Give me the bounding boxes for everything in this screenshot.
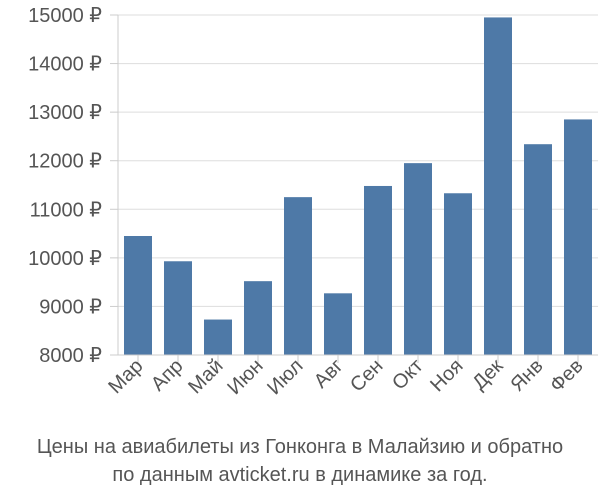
x-tick-label: Дек [468, 355, 507, 394]
bar [484, 17, 512, 356]
chart-caption-line-1: Цены на авиабилеты из Гонконга в Малайзи… [36, 436, 564, 458]
y-tick-label: 15000 ₽ [28, 5, 102, 27]
bar [204, 319, 232, 355]
bar [564, 119, 592, 355]
x-tick-label: Янв [506, 355, 547, 396]
bar [364, 185, 392, 355]
x-tick-label: Ноя [426, 355, 467, 396]
x-tick-label: Фев [546, 355, 588, 397]
bar [324, 293, 352, 355]
x-tick-label: Июл [263, 355, 307, 399]
y-tick-label: 12000 ₽ [28, 151, 102, 173]
x-tick-label: Окт [388, 355, 427, 394]
y-tick-label: 10000 ₽ [28, 248, 102, 270]
bar [124, 236, 152, 355]
bar [404, 163, 432, 355]
x-tick-label: Мар [104, 355, 147, 398]
axes [117, 15, 598, 356]
y-tick-label: 8000 ₽ [39, 345, 102, 367]
y-tick-label: 14000 ₽ [28, 54, 102, 76]
bar [524, 144, 552, 355]
bar-chart: 8000 ₽ 9000 ₽ 10000 ₽ 11000 ₽ 12000 ₽ 13000 ₽… [28, 5, 598, 399]
y-tick-labels: 8000 ₽ 9000 ₽ 10000 ₽ 11000 ₽ 12000 ₽ 13000 ₽… [28, 5, 102, 367]
bar [164, 261, 192, 355]
y-tick-label: 11000 ₽ [30, 199, 103, 221]
bar [444, 193, 472, 355]
bar [244, 281, 272, 355]
y-tick-label: 13000 ₽ [28, 102, 102, 124]
bar [284, 197, 312, 355]
y-tick-label: 9000 ₽ [39, 296, 102, 318]
x-tick-label: Авг [310, 355, 348, 393]
x-tick-label: Сен [346, 355, 387, 396]
x-tick-label: Июн [223, 355, 267, 399]
x-tick-label: Апр [147, 355, 188, 396]
bars [124, 17, 592, 356]
x-tick-label: Май [184, 355, 227, 398]
grid-lines [110, 14, 598, 363]
chart-caption-line-2: по данным avticket.ru в динамике за год. [112, 464, 488, 486]
